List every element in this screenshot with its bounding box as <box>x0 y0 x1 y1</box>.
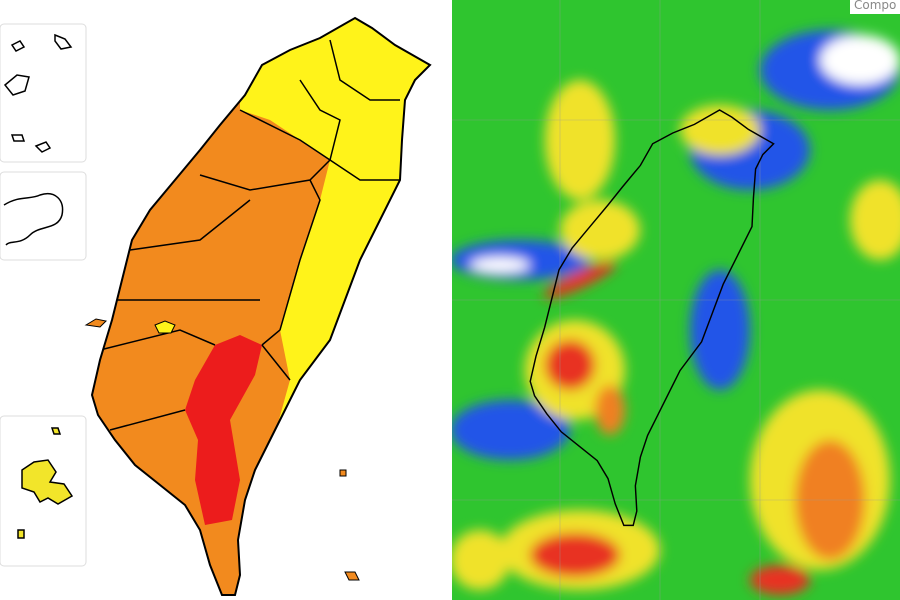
radar-echoes <box>452 30 900 595</box>
yellow-region <box>240 60 330 160</box>
label-background <box>850 0 900 14</box>
small-islands <box>84 318 360 581</box>
inset-box <box>0 23 87 163</box>
radar-panel: Compo <box>452 0 900 600</box>
radar-grid <box>452 0 900 600</box>
county-borders <box>99 39 400 431</box>
inset-box <box>0 171 87 261</box>
inset-islands <box>17 427 74 539</box>
inset-islands <box>3 33 73 153</box>
red-region <box>185 335 262 525</box>
enclave <box>154 320 176 334</box>
radar-label: Compo <box>854 0 896 12</box>
warning-map <box>0 17 431 596</box>
panel-divider <box>448 0 452 600</box>
inset-island <box>3 193 64 246</box>
